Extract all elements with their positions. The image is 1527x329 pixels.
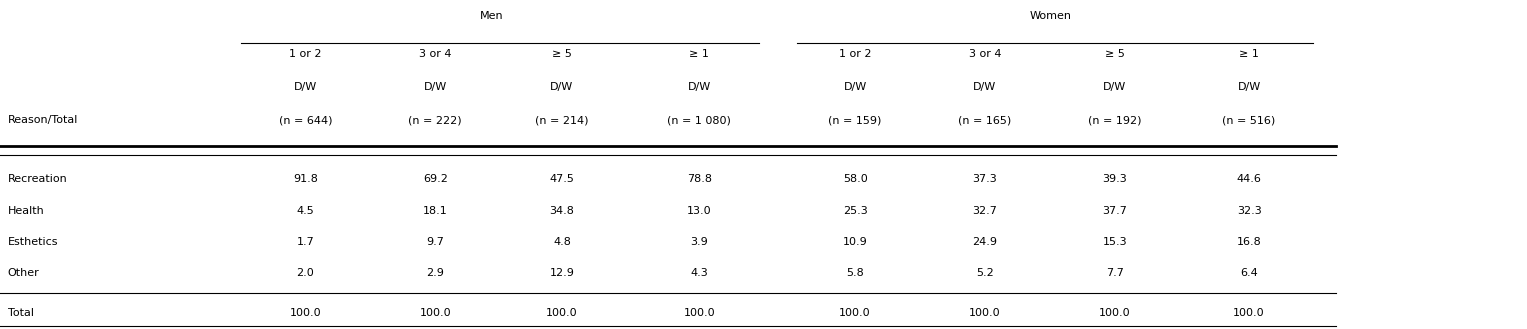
Text: 3 or 4: 3 or 4 bbox=[968, 49, 1002, 59]
Text: 3 or 4: 3 or 4 bbox=[418, 49, 452, 59]
Text: 3.9: 3.9 bbox=[690, 237, 709, 247]
Text: 18.1: 18.1 bbox=[423, 206, 447, 215]
Text: 100.0: 100.0 bbox=[1234, 308, 1264, 317]
Text: 100.0: 100.0 bbox=[840, 308, 870, 317]
Text: 4.5: 4.5 bbox=[296, 206, 315, 215]
Text: 4.3: 4.3 bbox=[690, 268, 709, 278]
Text: 32.7: 32.7 bbox=[973, 206, 997, 215]
Text: 16.8: 16.8 bbox=[1237, 237, 1261, 247]
Text: 5.8: 5.8 bbox=[846, 268, 864, 278]
Text: Women: Women bbox=[1029, 12, 1072, 21]
Text: 39.3: 39.3 bbox=[1102, 174, 1127, 184]
Text: (n = 214): (n = 214) bbox=[534, 115, 589, 125]
Text: (n = 192): (n = 192) bbox=[1087, 115, 1142, 125]
Text: D/W: D/W bbox=[1237, 82, 1261, 92]
Text: (n = 1 080): (n = 1 080) bbox=[667, 115, 731, 125]
Text: 34.8: 34.8 bbox=[550, 206, 574, 215]
Text: 100.0: 100.0 bbox=[547, 308, 577, 317]
Text: D/W: D/W bbox=[687, 82, 712, 92]
Text: 24.9: 24.9 bbox=[973, 237, 997, 247]
Text: (n = 644): (n = 644) bbox=[278, 115, 333, 125]
Text: Reason/Total: Reason/Total bbox=[8, 115, 78, 125]
Text: D/W: D/W bbox=[1102, 82, 1127, 92]
Text: 32.3: 32.3 bbox=[1237, 206, 1261, 215]
Text: 13.0: 13.0 bbox=[687, 206, 712, 215]
Text: 1.7: 1.7 bbox=[296, 237, 315, 247]
Text: 47.5: 47.5 bbox=[550, 174, 574, 184]
Text: 58.0: 58.0 bbox=[843, 174, 867, 184]
Text: ≥ 1: ≥ 1 bbox=[689, 49, 710, 59]
Text: (n = 165): (n = 165) bbox=[959, 115, 1011, 125]
Text: 37.7: 37.7 bbox=[1102, 206, 1127, 215]
Text: ≥ 5: ≥ 5 bbox=[1104, 49, 1125, 59]
Text: Total: Total bbox=[8, 308, 34, 317]
Text: 91.8: 91.8 bbox=[293, 174, 318, 184]
Text: 1 or 2: 1 or 2 bbox=[289, 49, 322, 59]
Text: 69.2: 69.2 bbox=[423, 174, 447, 184]
Text: 9.7: 9.7 bbox=[426, 237, 444, 247]
Text: D/W: D/W bbox=[550, 82, 574, 92]
Text: D/W: D/W bbox=[293, 82, 318, 92]
Text: 5.2: 5.2 bbox=[976, 268, 994, 278]
Text: 4.8: 4.8 bbox=[553, 237, 571, 247]
Text: 6.4: 6.4 bbox=[1240, 268, 1258, 278]
Text: 100.0: 100.0 bbox=[420, 308, 450, 317]
Text: D/W: D/W bbox=[423, 82, 447, 92]
Text: Health: Health bbox=[8, 206, 44, 215]
Text: 2.9: 2.9 bbox=[426, 268, 444, 278]
Text: Men: Men bbox=[479, 12, 504, 21]
Text: (n = 159): (n = 159) bbox=[829, 115, 881, 125]
Text: (n = 222): (n = 222) bbox=[408, 115, 463, 125]
Text: 44.6: 44.6 bbox=[1237, 174, 1261, 184]
Text: Esthetics: Esthetics bbox=[8, 237, 58, 247]
Text: (n = 516): (n = 516) bbox=[1223, 115, 1275, 125]
Text: D/W: D/W bbox=[973, 82, 997, 92]
Text: 12.9: 12.9 bbox=[550, 268, 574, 278]
Text: 2.0: 2.0 bbox=[296, 268, 315, 278]
Text: Other: Other bbox=[8, 268, 40, 278]
Text: D/W: D/W bbox=[843, 82, 867, 92]
Text: ≥ 5: ≥ 5 bbox=[551, 49, 573, 59]
Text: 100.0: 100.0 bbox=[684, 308, 715, 317]
Text: 15.3: 15.3 bbox=[1102, 237, 1127, 247]
Text: 78.8: 78.8 bbox=[687, 174, 712, 184]
Text: 100.0: 100.0 bbox=[970, 308, 1000, 317]
Text: 1 or 2: 1 or 2 bbox=[838, 49, 872, 59]
Text: 37.3: 37.3 bbox=[973, 174, 997, 184]
Text: 100.0: 100.0 bbox=[1099, 308, 1130, 317]
Text: ≥ 1: ≥ 1 bbox=[1238, 49, 1260, 59]
Text: 100.0: 100.0 bbox=[290, 308, 321, 317]
Text: 25.3: 25.3 bbox=[843, 206, 867, 215]
Text: Recreation: Recreation bbox=[8, 174, 67, 184]
Text: 7.7: 7.7 bbox=[1106, 268, 1124, 278]
Text: 10.9: 10.9 bbox=[843, 237, 867, 247]
